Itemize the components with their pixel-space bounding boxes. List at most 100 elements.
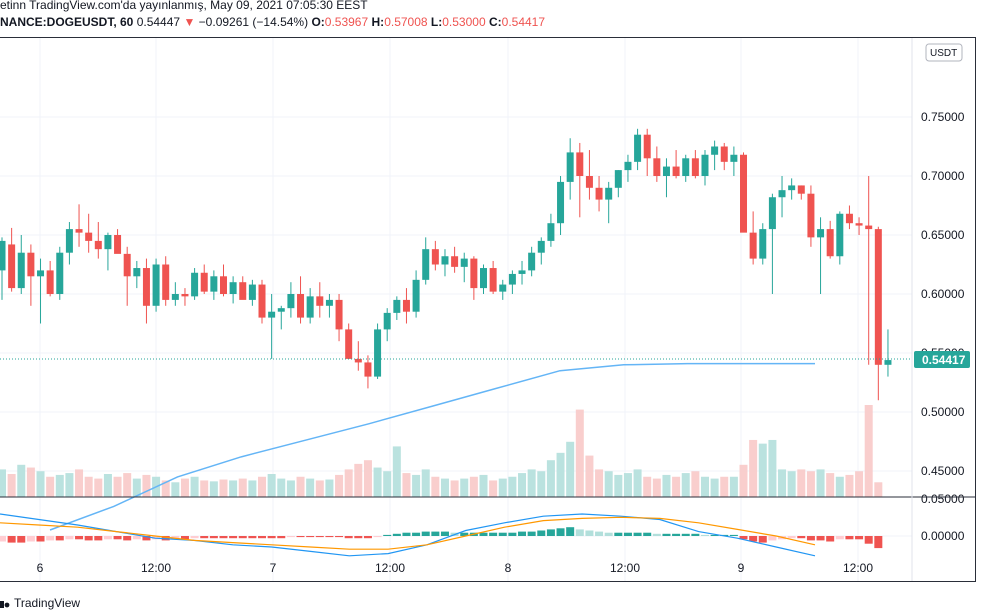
macd-histogram-bar bbox=[739, 536, 748, 540]
candle-body bbox=[788, 185, 796, 191]
macd-histogram-bar bbox=[460, 532, 469, 536]
candle-body bbox=[662, 166, 670, 176]
candle-body bbox=[480, 268, 487, 289]
candle-body bbox=[65, 229, 73, 253]
volume-bar bbox=[46, 476, 55, 497]
publish-info: etinn TradingView.com'da yayınlanmış, Ma… bbox=[0, 0, 368, 12]
macd-histogram-bar bbox=[835, 536, 844, 540]
footer-brand: TradingView bbox=[14, 596, 81, 610]
candle-body bbox=[85, 232, 93, 241]
macd-histogram-bar bbox=[700, 534, 709, 536]
volume-bar bbox=[229, 480, 238, 497]
volume-bar bbox=[787, 471, 796, 497]
volume-bar bbox=[681, 473, 690, 497]
macd-histogram-bar bbox=[190, 536, 199, 539]
candle-body bbox=[585, 176, 593, 188]
candle-body bbox=[451, 256, 459, 267]
candle-body bbox=[518, 270, 526, 274]
macd-histogram-bar bbox=[383, 534, 392, 536]
candle-body bbox=[489, 268, 497, 292]
volume-bar bbox=[325, 479, 334, 497]
candle-body bbox=[239, 282, 247, 300]
macd-histogram-bar bbox=[672, 533, 681, 536]
candle-body bbox=[431, 249, 439, 265]
macd-histogram-bar bbox=[575, 529, 584, 536]
candle-body bbox=[0, 240, 6, 271]
volume-bar bbox=[518, 473, 527, 497]
volume-bar bbox=[460, 478, 469, 497]
volume-bar bbox=[498, 478, 507, 497]
candle-body bbox=[162, 264, 170, 300]
volume-bar bbox=[65, 473, 74, 497]
macd-histogram-bar bbox=[402, 532, 411, 536]
candle-body bbox=[268, 311, 276, 318]
macd-histogram-bar bbox=[681, 533, 690, 536]
open-label: O: bbox=[311, 15, 325, 29]
macd-histogram-bar bbox=[412, 532, 421, 536]
macd-histogram-bar bbox=[826, 536, 835, 542]
volume-bar bbox=[479, 474, 488, 497]
candle-body bbox=[75, 229, 83, 233]
macd-histogram-bar bbox=[258, 536, 267, 539]
macd-histogram-bar bbox=[286, 536, 295, 538]
volume-bars bbox=[0, 405, 883, 497]
candle-body bbox=[576, 152, 584, 176]
macd-histogram-bar bbox=[46, 536, 55, 541]
macd-histogram-bar bbox=[7, 536, 16, 543]
volume-bar bbox=[258, 476, 267, 497]
candle-body bbox=[537, 240, 545, 253]
candle-body bbox=[354, 358, 362, 363]
volume-bar bbox=[84, 476, 93, 497]
candle-body bbox=[460, 258, 468, 267]
volume-bar bbox=[826, 473, 835, 497]
volume-bar bbox=[797, 469, 806, 497]
currency-badge[interactable] bbox=[925, 43, 963, 62]
macd-histogram-bar bbox=[354, 536, 363, 539]
candle-body bbox=[94, 240, 102, 250]
candle-body bbox=[210, 276, 218, 292]
volume-bar bbox=[142, 474, 151, 497]
macd-histogram-bar bbox=[595, 531, 604, 536]
volume-bar bbox=[296, 476, 305, 497]
macd-histogram-bar bbox=[94, 536, 103, 541]
volume-bar bbox=[855, 471, 864, 497]
macd-histogram-bar bbox=[652, 533, 661, 536]
macd-histogram-bar bbox=[0, 536, 6, 542]
macd-histogram-bar bbox=[26, 536, 35, 542]
ohlc-legend: NANCE:DOGEUSDT, 60 0.54447 ▼ −0.09261 (−… bbox=[0, 15, 545, 29]
candle-body bbox=[605, 187, 613, 200]
candle-body bbox=[171, 294, 179, 300]
candle-body bbox=[383, 312, 391, 330]
macd-histogram-bar bbox=[65, 536, 74, 540]
macd-histogram-bar bbox=[806, 536, 815, 541]
macd-histogram-bar bbox=[662, 533, 671, 536]
macd-histogram-bar bbox=[17, 536, 26, 543]
volume-bar bbox=[123, 473, 132, 497]
volume-bar bbox=[729, 476, 738, 497]
volume-bar bbox=[103, 474, 112, 497]
volume-bar bbox=[402, 473, 411, 497]
price-tick-label: 0.60000 bbox=[921, 287, 965, 301]
candle-body bbox=[374, 329, 382, 377]
chart-frame[interactable] bbox=[0, 37, 976, 582]
grid bbox=[0, 38, 912, 581]
macd-histogram-bar bbox=[845, 536, 854, 540]
volume-bar bbox=[36, 471, 45, 497]
candle-body bbox=[836, 213, 844, 257]
close-value: 0.54417 bbox=[501, 15, 546, 29]
candle-body bbox=[730, 154, 738, 162]
volume-bar bbox=[566, 441, 575, 497]
candle-body bbox=[595, 187, 603, 200]
price-tick-label: 0.45000 bbox=[921, 464, 965, 478]
macd-histogram-bar bbox=[132, 536, 141, 540]
macd-histogram-bar bbox=[633, 532, 642, 536]
volume-bar bbox=[373, 467, 382, 497]
macd-histogram-bar bbox=[171, 536, 180, 540]
macd-histogram-bar bbox=[498, 532, 507, 536]
volume-bar bbox=[113, 476, 122, 497]
macd-histogram-bar bbox=[267, 536, 276, 539]
volume-bar bbox=[267, 474, 276, 497]
candle-body bbox=[720, 146, 728, 162]
price-change: −0.09261 (−14.54%) bbox=[198, 15, 309, 29]
